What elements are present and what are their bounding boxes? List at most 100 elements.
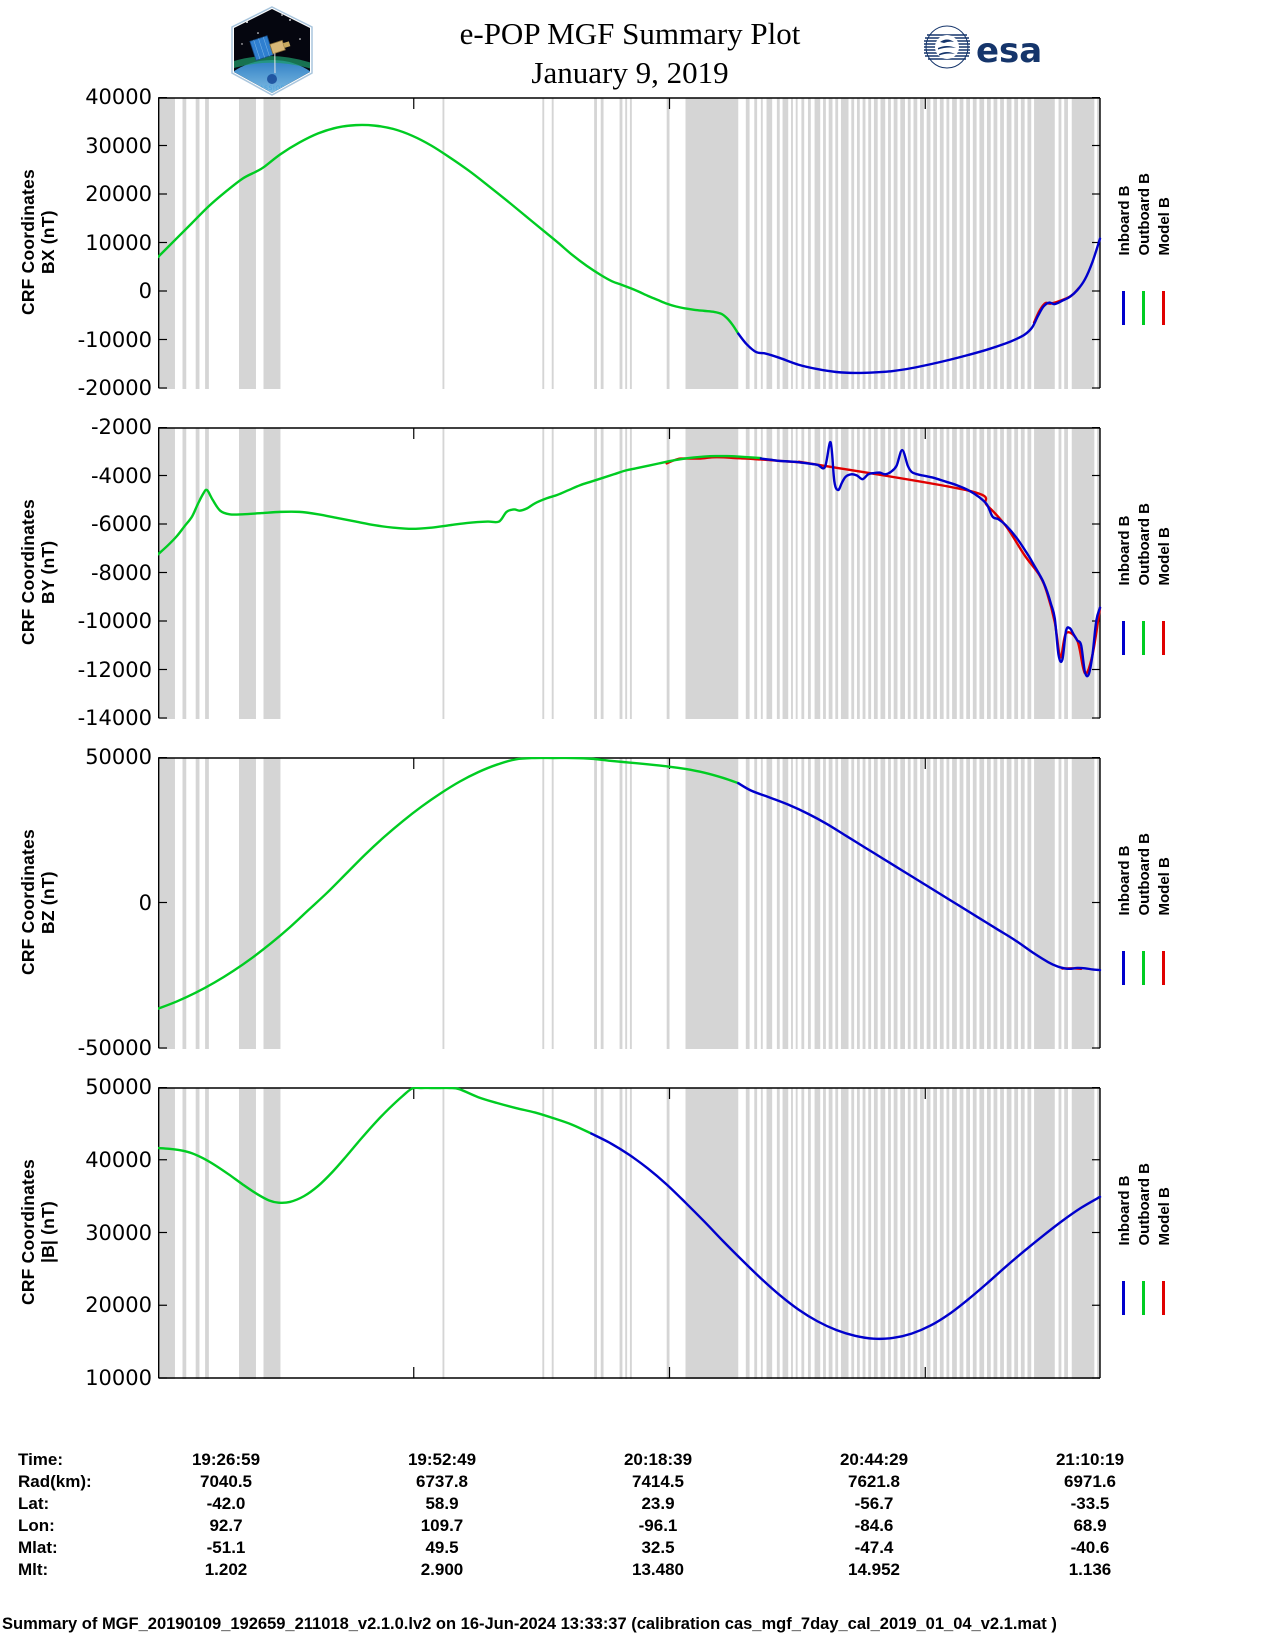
legend-swatch-model-b (1162, 1280, 1165, 1315)
param-cell-value: -40.6 (1070, 1538, 1110, 1557)
legend-swatches (1122, 620, 1182, 655)
y-tick-label: -50000 (77, 1036, 152, 1060)
series-line-outboard-b (158, 454, 763, 556)
y-tick-labels-bx: 40000 30000 20000 10000 0 -10000 -20000 (0, 85, 152, 400)
cassiope-mission-patch-icon: CASSIOPE (222, 6, 322, 96)
plot-area-bmag (158, 1087, 1102, 1379)
legend-labels: Inboard B Outboard B Model B (1116, 173, 1176, 256)
param-cell-value: 58.9 (425, 1494, 459, 1513)
param-cell-value: 23.9 (641, 1494, 675, 1513)
y-tick-label: 10000 (85, 230, 152, 255)
param-row-label: Rad(km): (18, 1472, 92, 1491)
page-title: e-POP MGF Summary Plot January 9, 2019 (340, 14, 920, 92)
y-tick-label: -2000 (90, 415, 152, 439)
svg-text:esa: esa (976, 31, 1042, 70)
legend-swatches (1122, 1280, 1182, 1315)
param-cell-value: -96.1 (638, 1516, 678, 1535)
legend-label-inboard-b: Inboard B (1116, 185, 1133, 256)
legend-swatch-model-b (1162, 620, 1165, 655)
y-tick-label: 30000 (85, 1220, 152, 1245)
y-tick-label: 10000 (85, 1366, 152, 1390)
y-tick-label: 20000 (85, 1293, 152, 1318)
param-cell-value: 32.5 (641, 1538, 675, 1557)
y-tick-label: 40000 (85, 1147, 152, 1172)
param-cell-value: -33.5 (1070, 1494, 1110, 1513)
legend-swatch-outboard-b (1142, 950, 1145, 985)
data-gap-bands (158, 1088, 1100, 1379)
legend-label-model-b: Model B (1156, 856, 1173, 916)
legend-label-outboard-b: Outboard B (1136, 502, 1153, 586)
footer-note: Summary of MGF_20190109_192659_211018_v2… (2, 1615, 1057, 1633)
legend-bx: Inboard B Outboard B Model B (1112, 97, 1262, 388)
legend-swatches (1122, 950, 1182, 985)
param-cell-value: 7414.5 (632, 1472, 684, 1491)
page-header: CASSIOPE e-POP MGF Summary Plot January 9… (0, 0, 1275, 96)
legend-swatch-outboard-b (1142, 620, 1145, 655)
data-gap-bands (158, 428, 1100, 719)
series-line-inboard-b (759, 441, 1102, 678)
y-tick-label: 0 (138, 890, 152, 915)
param-cell-value: 6737.8 (416, 1472, 468, 1491)
series-line-outboard-b (158, 757, 740, 1010)
table-row: Mlat: -51.1 49.5 32.5 -47.4 -40.6 (18, 1537, 1198, 1559)
plot-panel-by: CRF Coordinates BY (nT) -2000 -4000 -6000 -8… (0, 415, 1275, 730)
y-tick-label: -20000 (77, 376, 152, 400)
legend-bz: Inboard B Outboard B Model B (1112, 757, 1262, 1048)
legend-swatch-model-b (1162, 290, 1165, 325)
y-tick-labels-bz: 50000 0 -50000 (0, 745, 152, 1060)
y-tick-label: -14000 (77, 706, 152, 730)
param-cell-value: 21:10:19 (1055, 1450, 1125, 1469)
param-cell-value: -51.1 (206, 1538, 246, 1557)
title-line-1: e-POP MGF Summary Plot (459, 16, 801, 51)
plot-panel-bx: CRF Coordinates BX (nT) 40000 30000 20000 10… (0, 85, 1275, 400)
y-tick-labels-by: -2000 -4000 -6000 -8000 -10000 -12000 -14000 (0, 415, 152, 730)
param-row-label: Mlat: (18, 1538, 58, 1557)
parameter-table: Time: 19:26:59 19:52:49 20:18:39 20:44:29 21:… (0, 1449, 1275, 1581)
legend-label-inboard-b: Inboard B (1116, 845, 1133, 916)
table-row: Mlt: 1.202 2.900 13.480 14.952 1.136 (18, 1559, 1198, 1581)
legend-swatch-outboard-b (1142, 290, 1145, 325)
param-cell-value: 13.480 (632, 1560, 684, 1579)
y-tick-label: 30000 (85, 133, 152, 158)
y-tick-label: -10000 (77, 327, 152, 352)
param-cell-value: -56.7 (854, 1494, 894, 1513)
param-cell-value: 7621.8 (848, 1472, 900, 1491)
title-line-2: January 9, 2019 (531, 55, 729, 90)
param-cell-value: 14.952 (848, 1560, 900, 1579)
param-cell-value: 20:18:39 (623, 1450, 693, 1469)
param-cell-value: 2.900 (420, 1560, 464, 1579)
y-tick-label: 50000 (85, 1075, 152, 1099)
param-cell-value: 19:26:59 (191, 1450, 261, 1469)
param-row-label: Lon: (18, 1516, 55, 1535)
y-tick-label: -12000 (77, 657, 152, 682)
legend-label-model-b: Model B (1156, 526, 1173, 586)
param-cell-value: 19:52:49 (407, 1450, 477, 1469)
param-cell-value: 49.5 (425, 1538, 459, 1557)
y-tick-label: 20000 (85, 182, 152, 206)
data-gap-bands (158, 758, 1100, 1049)
series-line-outboard-b (158, 123, 740, 335)
legend-swatch-outboard-b (1142, 1280, 1145, 1315)
legend-label-inboard-b: Inboard B (1116, 515, 1133, 586)
plot-area-by (158, 427, 1102, 719)
legend-swatch-inboard-b (1122, 1280, 1125, 1315)
plot-area-bz (158, 757, 1102, 1049)
table-row: Time: 19:26:59 19:52:49 20:18:39 20:44:29 21:… (18, 1449, 1198, 1471)
data-gap-bands (158, 98, 1100, 389)
y-tick-label: 0 (138, 279, 152, 303)
legend-bmag: Inboard B Outboard B Model B (1112, 1087, 1262, 1378)
param-cell-value: 92.7 (209, 1516, 243, 1535)
param-cell-value: -84.6 (854, 1516, 894, 1535)
y-tick-label: -6000 (90, 512, 152, 536)
y-tick-label: -4000 (90, 463, 152, 488)
y-tick-label: -8000 (90, 560, 152, 585)
table-row: Lon: 92.7 109.7 -96.1 -84.6 68.9 (18, 1515, 1198, 1537)
param-row-label: Lat: (18, 1494, 50, 1513)
legend-swatch-model-b (1162, 950, 1165, 985)
param-cell-value: 1.202 (204, 1560, 248, 1579)
legend-label-outboard-b: Outboard B (1136, 172, 1153, 256)
legend-label-model-b: Model B (1156, 1186, 1173, 1246)
legend-by: Inboard B Outboard B Model B (1112, 427, 1262, 718)
legend-swatches (1122, 290, 1182, 325)
param-cell-value: 20:44:29 (839, 1450, 909, 1469)
